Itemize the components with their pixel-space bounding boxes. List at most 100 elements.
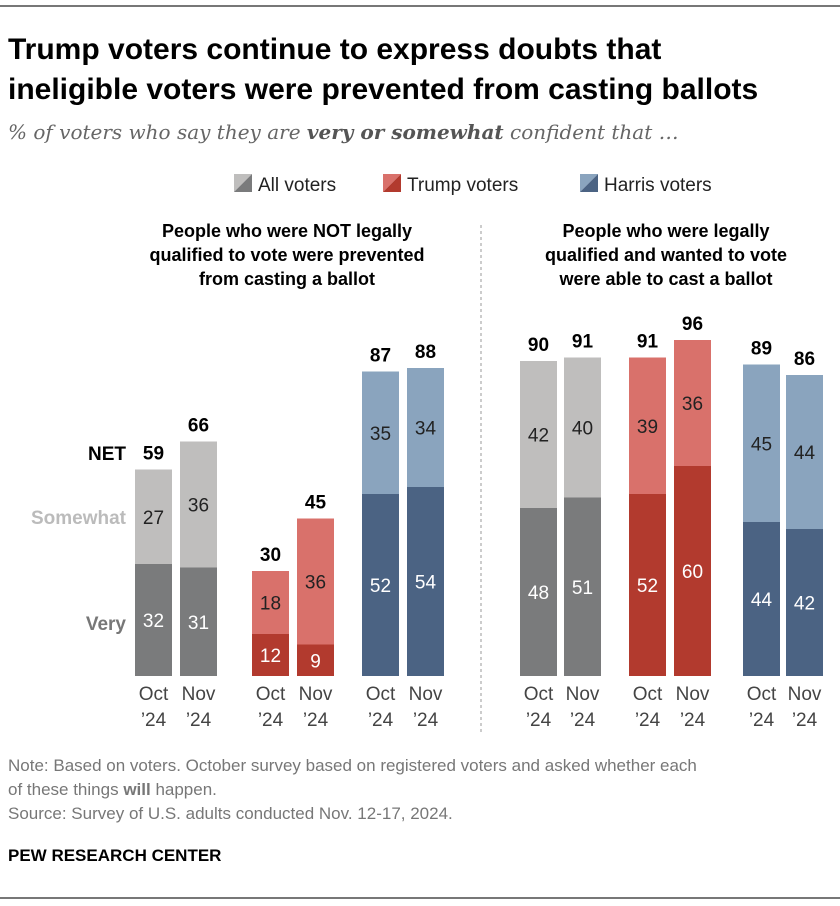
x-tick-label: Nov (566, 684, 600, 705)
x-tick-label: Nov (676, 684, 710, 705)
legend-label: Trump voters (407, 175, 518, 196)
data-label-very: 44 (751, 590, 773, 611)
panel-title-line: from casting a ballot (199, 269, 375, 289)
bar-somewhat (674, 340, 711, 466)
bar-somewhat (362, 371, 399, 494)
x-tick-label: ’24 (413, 710, 439, 731)
x-tick-label: Nov (788, 684, 822, 705)
row-label-net: NET (88, 444, 126, 465)
data-label-net: 89 (751, 339, 772, 360)
x-tick-label: Nov (182, 684, 216, 705)
source: Source: Survey of U.S. adults conducted … (8, 804, 453, 823)
subtitle-text: % of voters who say they are (8, 120, 307, 144)
data-label-net: 87 (370, 346, 391, 367)
chart-subtitle: % of voters who say they are very or som… (8, 120, 679, 144)
x-tick-label: Oct (747, 684, 777, 705)
panel-title-line: People who were NOT legally (162, 221, 412, 241)
data-label-somewhat: 42 (528, 426, 549, 447)
note: Note: Based on voters. October survey ba… (8, 754, 697, 826)
x-tick-label: ’24 (258, 710, 284, 731)
row-label-very: Very (86, 614, 127, 635)
data-label-somewhat: 44 (794, 443, 816, 464)
bar-very (674, 466, 711, 676)
bar-very (520, 508, 557, 676)
bar-somewhat (564, 357, 601, 498)
panel-title-line: qualified and wanted to vote (545, 245, 787, 265)
subtitle-bold: very or somewhat (306, 120, 504, 144)
panel-title-line: qualified to vote were prevented (149, 245, 424, 265)
bar-somewhat (629, 357, 666, 494)
data-label-net: 59 (143, 444, 164, 465)
data-label-very: 31 (188, 613, 209, 634)
data-label-somewhat: 18 (260, 594, 281, 615)
data-label-very: 54 (415, 573, 437, 594)
data-label-net: 91 (572, 332, 594, 353)
bar-very (135, 564, 172, 676)
top-rule (0, 5, 840, 7)
data-label-net: 91 (637, 332, 659, 353)
data-label-net: 66 (188, 416, 209, 437)
x-tick-label: ’24 (303, 710, 329, 731)
data-label-somewhat: 34 (415, 419, 437, 440)
x-tick-label: Nov (409, 684, 443, 705)
bar-somewhat (786, 375, 823, 529)
bottom-rule (0, 897, 840, 899)
bar-somewhat (180, 441, 217, 568)
data-label-very: 12 (260, 646, 281, 667)
bar-very (407, 487, 444, 676)
data-label-net: 30 (260, 545, 281, 566)
data-label-somewhat: 39 (637, 417, 658, 438)
bar-somewhat (135, 469, 172, 564)
title-line-2: ineligible voters were prevented from ca… (8, 73, 759, 106)
bar-somewhat (297, 518, 334, 645)
x-tick-label: Nov (299, 684, 333, 705)
subtitle-text-end: confident that … (503, 120, 679, 144)
data-label-net: 88 (415, 342, 436, 363)
legend-swatch-dark (234, 174, 252, 192)
data-label-somewhat: 27 (143, 508, 164, 529)
x-tick-label: Oct (633, 684, 663, 705)
x-tick-label: Oct (524, 684, 554, 705)
data-label-net: 86 (794, 349, 815, 370)
legend-swatch-dark (580, 174, 598, 192)
x-tick-label: ’24 (141, 710, 167, 731)
bar-somewhat (520, 361, 557, 508)
legend-label: All voters (258, 175, 336, 196)
bar-very (564, 497, 601, 676)
title-line-1: Trump voters continue to express doubts … (8, 33, 662, 66)
x-tick-label: Oct (256, 684, 286, 705)
note-line-2: of these things (8, 780, 124, 799)
x-tick-label: Oct (366, 684, 396, 705)
data-label-somewhat: 36 (305, 573, 326, 594)
x-tick-label: ’24 (570, 710, 596, 731)
data-label-very: 52 (370, 576, 391, 597)
panel-title-line: were able to cast a ballot (558, 269, 772, 289)
bar-very (252, 634, 289, 676)
brand-logo-text: PEW RESEARCH CENTER (8, 846, 222, 865)
data-label-somewhat: 36 (188, 496, 209, 517)
data-label-net: 90 (528, 335, 549, 356)
data-label-somewhat: 40 (572, 419, 593, 440)
legend-label: Harris voters (604, 175, 712, 196)
legend-swatch-dark (383, 174, 401, 192)
x-tick-label: ’24 (680, 710, 706, 731)
data-label-very: 52 (637, 576, 658, 597)
x-tick-label: Oct (139, 684, 169, 705)
bar-somewhat (252, 571, 289, 634)
bar-very (786, 529, 823, 676)
bar-very (743, 522, 780, 676)
x-tick-label: ’24 (186, 710, 212, 731)
bar-very (362, 494, 399, 676)
note-bold: will (123, 780, 151, 799)
panel-title-line: People who were legally (562, 221, 769, 241)
bar-very (297, 644, 334, 676)
data-label-very: 60 (682, 562, 703, 583)
x-tick-label: ’24 (526, 710, 552, 731)
x-tick-label: ’24 (749, 710, 775, 731)
data-label-net: 96 (682, 314, 703, 335)
x-tick-label: ’24 (368, 710, 394, 731)
note-line-1: Note: Based on voters. October survey ba… (8, 756, 697, 775)
x-tick-label: ’24 (792, 710, 818, 731)
